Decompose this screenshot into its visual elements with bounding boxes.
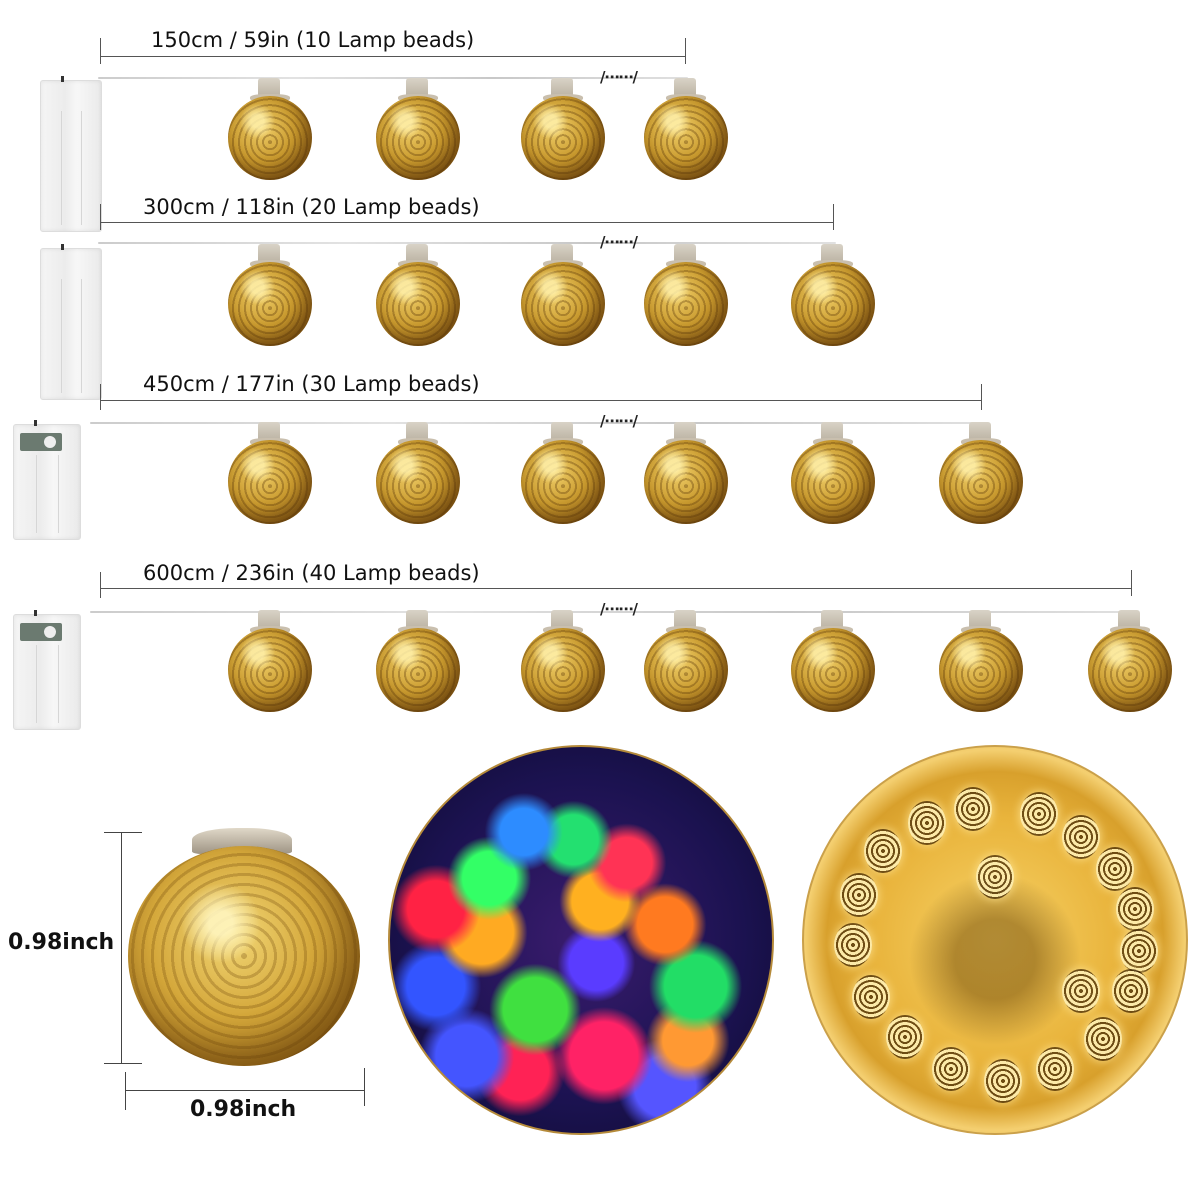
battery-seam	[61, 279, 62, 393]
glowing-bead	[984, 1059, 1022, 1103]
dimension-tick-left	[100, 204, 101, 230]
ellipsis-mark: /⋯⋯/	[600, 233, 638, 251]
dimension-tick-bottom	[104, 1063, 142, 1064]
battery-seam	[36, 455, 37, 533]
dimension-tick-top	[104, 832, 142, 833]
dimension-tick-left	[100, 38, 101, 64]
dimension-tick-right	[364, 1068, 365, 1106]
string-row-300cm: 300cm / 118in (20 Lamp beads) /⋯⋯/	[0, 190, 1200, 400]
switch-dot	[61, 244, 64, 250]
dimension-line	[100, 56, 686, 57]
glowing-bead	[1084, 1017, 1122, 1061]
lamp-bead	[376, 244, 460, 346]
dimension-tick-right	[1131, 570, 1132, 596]
glowing-bead	[1120, 929, 1158, 973]
battery-seam	[36, 645, 37, 723]
dimension-tick-left	[100, 384, 101, 410]
dimension-tick-right	[981, 384, 982, 410]
battery-seam	[81, 111, 82, 225]
length-label: 600cm / 236in (40 Lamp beads)	[143, 561, 480, 585]
dimension-tick-right	[685, 38, 686, 64]
lamp-bead	[228, 610, 312, 712]
battery-seam	[61, 111, 62, 225]
wire	[98, 77, 688, 79]
lamp-bead	[521, 244, 605, 346]
lamp-bead	[791, 422, 875, 524]
glowing-bead	[886, 1015, 924, 1059]
lamp-bead	[376, 78, 460, 180]
warm-white-lights-photo	[802, 745, 1188, 1135]
multicolor-lights-photo	[388, 745, 774, 1135]
string-row-450cm: 450cm / 177in (30 Lamp beads) /⋯⋯/	[0, 370, 1200, 550]
lamp-bead	[791, 244, 875, 346]
lamp-bead	[644, 610, 728, 712]
lamp-bead	[644, 78, 728, 180]
glowing-bead	[1062, 815, 1100, 859]
battery-seam	[58, 455, 59, 533]
glowing-bead	[1036, 1047, 1074, 1091]
lamp-bead	[791, 610, 875, 712]
height-dimension-line	[121, 832, 122, 1064]
lamp-bead-closeup	[128, 828, 360, 1066]
wire	[98, 242, 836, 244]
lamp-bead	[1088, 610, 1172, 712]
battery-seam	[58, 645, 59, 723]
battery-seam	[81, 279, 82, 393]
string-row-600cm: 600cm / 236in (40 Lamp beads) /⋯⋯/	[0, 560, 1200, 740]
lamp-bead	[644, 244, 728, 346]
length-label: 450cm / 177in (30 Lamp beads)	[143, 372, 480, 396]
dimension-tick-right	[833, 204, 834, 230]
switch-dot	[34, 420, 37, 426]
glowing-bead	[954, 787, 992, 831]
circuit-board	[20, 623, 62, 641]
lamp-bead	[376, 610, 460, 712]
glowing-bead	[840, 873, 878, 917]
width-dimension-line	[125, 1090, 365, 1091]
battery-box	[13, 420, 81, 540]
lamp-bead	[939, 610, 1023, 712]
dimension-line	[100, 222, 834, 223]
glowing-bead	[1116, 887, 1154, 931]
length-label: 300cm / 118in (20 Lamp beads)	[143, 195, 480, 219]
string-row-150cm: 150cm / 59in (10 Lamp beads) /⋯⋯/	[0, 20, 1200, 232]
dimension-line	[100, 588, 1132, 589]
glowing-bead	[1112, 969, 1150, 1013]
glowing-bead	[1020, 792, 1058, 836]
circuit-board	[20, 433, 62, 451]
glowing-bead	[864, 829, 902, 873]
glowing-bead	[1096, 847, 1134, 891]
battery-box	[40, 244, 102, 400]
lamp-bead	[644, 422, 728, 524]
wire	[90, 422, 984, 424]
dimension-tick-left	[125, 1072, 126, 1110]
lamp-bead	[521, 78, 605, 180]
battery-box	[13, 610, 81, 730]
switch-dot	[61, 76, 64, 82]
dimension-line	[100, 400, 982, 401]
glowing-bead	[834, 923, 872, 967]
ellipsis-mark: /⋯⋯/	[600, 68, 638, 86]
height-label: 0.98inch	[8, 930, 115, 955]
lamp-bead	[228, 244, 312, 346]
battery-box	[40, 76, 102, 232]
ellipsis-mark: /⋯⋯/	[600, 600, 638, 618]
glowing-bead	[908, 801, 946, 845]
ellipsis-mark: /⋯⋯/	[600, 412, 638, 430]
glowing-bead	[1062, 969, 1100, 1013]
dimension-tick-left	[100, 572, 101, 598]
glowing-bead	[976, 855, 1014, 899]
lamp-bead	[376, 422, 460, 524]
lamp-bead	[521, 422, 605, 524]
glowing-bead	[932, 1047, 970, 1091]
switch-dot	[34, 610, 37, 616]
lamp-bead	[939, 422, 1023, 524]
wire	[90, 611, 1134, 613]
lamp-bead	[228, 422, 312, 524]
lamp-bead	[521, 610, 605, 712]
glowing-bead	[852, 975, 890, 1019]
lamp-bead	[228, 78, 312, 180]
length-label: 150cm / 59in (10 Lamp beads)	[151, 28, 475, 52]
width-label: 0.98inch	[190, 1097, 297, 1122]
